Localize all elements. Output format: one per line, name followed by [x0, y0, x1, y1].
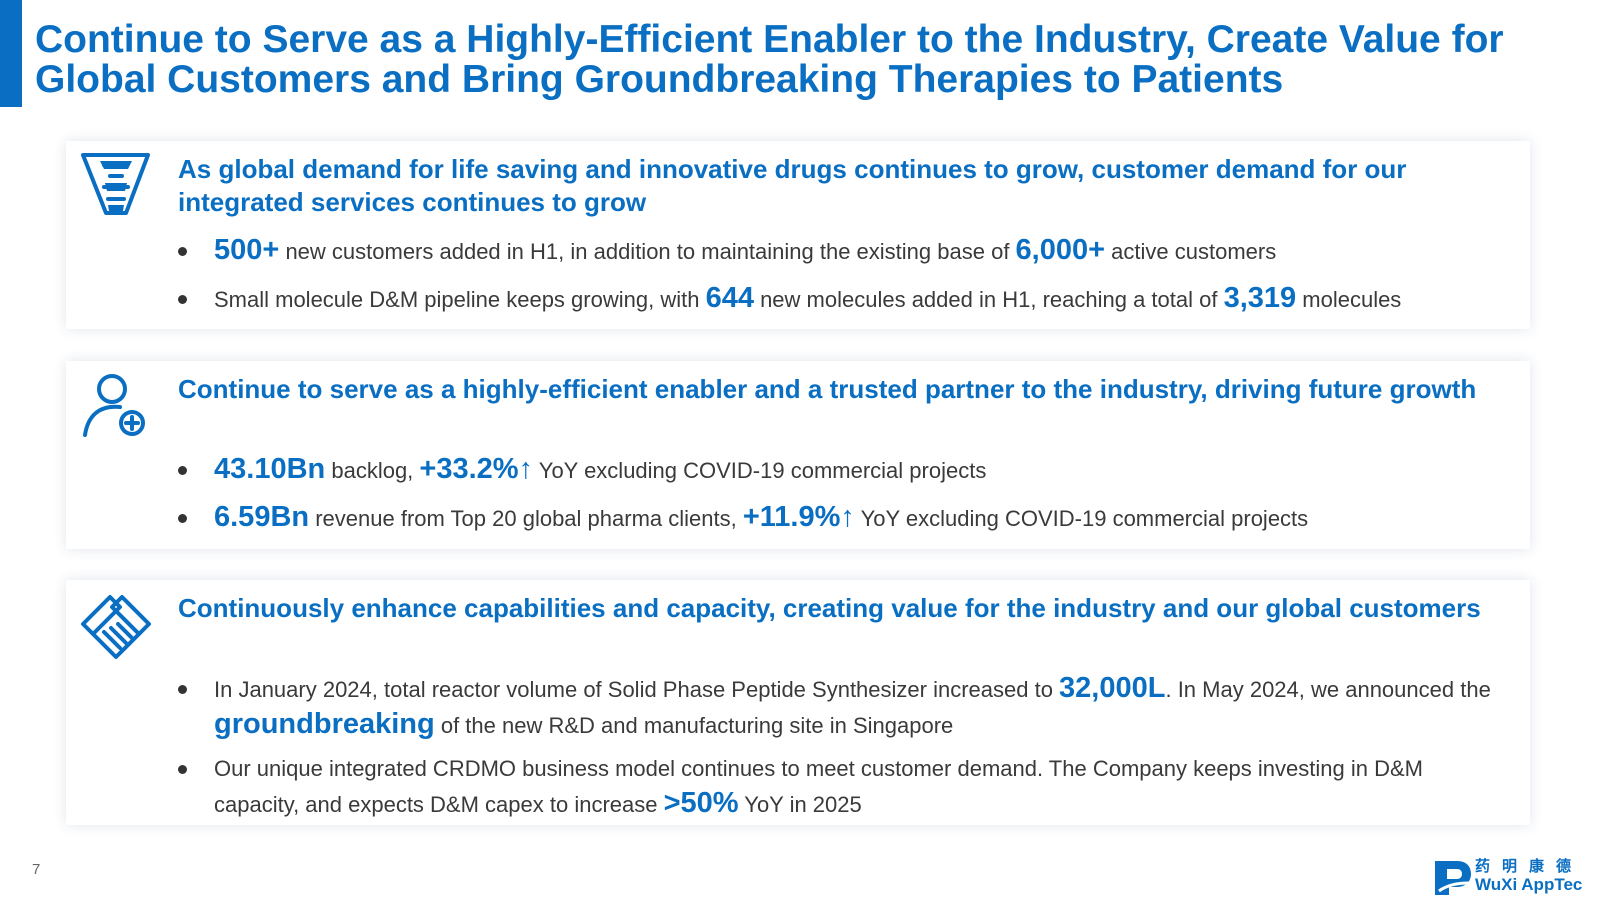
bullet-text: YoY in 2025 [738, 792, 862, 817]
highlight-value: +11.9%↑ [742, 501, 855, 533]
bullet-text: YoY excluding COVID-19 commercial projec… [854, 506, 1309, 531]
card-heading: As global demand for life saving and inn… [178, 154, 1407, 217]
page-number: 7 [32, 861, 41, 878]
bullet-text: new molecules added in H1, reaching a to… [753, 287, 1224, 312]
bullet-item: Small molecule D&M pipeline keeps growin… [178, 281, 1508, 317]
bullet-item: In January 2024, total reactor volume of… [178, 671, 1508, 743]
bullet-text: revenue from Top 20 global pharma client… [309, 506, 743, 531]
bullet-list: 500+ new customers added in H1, in addit… [178, 233, 1508, 329]
bullet-list: In January 2024, total reactor volume of… [178, 671, 1508, 830]
bullet-text: molecules [1296, 287, 1402, 312]
logo-mark-icon [1435, 861, 1471, 895]
trusted-partner-card: Continue to serve as a highly-efficient … [66, 361, 1530, 549]
wuxi-apptec-logo: 药明康德 WuXi AppTec [1433, 855, 1583, 897]
bullet-item: 6.59Bn revenue from Top 20 global pharma… [178, 500, 1508, 536]
customer-demand-card: As global demand for life saving and inn… [66, 141, 1530, 329]
bullet-item: 43.10Bn backlog, +33.2%↑ YoY excluding C… [178, 452, 1508, 488]
logo-english-text: WuXi AppTec [1475, 875, 1583, 894]
highlight-value: 3,319 [1223, 282, 1297, 314]
page-title-line-2: Global Customers and Bring Groundbreakin… [35, 58, 1284, 101]
bullet-text: In January 2024, total reactor volume of… [214, 677, 1060, 702]
page-title: Continue to Serve as a Highly-Efficient … [35, 20, 1575, 100]
capabilities-card: Continuously enhance capabilities and ca… [66, 580, 1530, 825]
card-heading: Continuously enhance capabilities and ca… [178, 593, 1481, 623]
logo-chinese-text: 药明康德 [1475, 857, 1584, 875]
title-accent-bar [0, 0, 22, 107]
highlight-value: groundbreaking [214, 708, 435, 740]
bullet-text: Our unique integrated CRDMO business mod… [214, 756, 1423, 817]
highlight-value: 43.10Bn [214, 453, 326, 485]
bullet-text: backlog, [325, 458, 420, 483]
user-plus-icon [80, 369, 152, 441]
highlight-value: 500+ [214, 234, 280, 266]
bullet-text: new customers added in H1, in addition t… [279, 239, 1016, 264]
highlight-value: 644 [705, 282, 754, 314]
highlight-value: +33.2%↑ [419, 453, 534, 485]
card-heading: Continue to serve as a highly-efficient … [178, 374, 1477, 404]
bullet-text: Small molecule D&M pipeline keeps growin… [214, 287, 706, 312]
handshake-icon [80, 588, 152, 660]
bullet-list: 43.10Bn backlog, +33.2%↑ YoY excluding C… [178, 452, 1508, 548]
page-title-line-1: Continue to Serve as a Highly-Efficient … [35, 18, 1504, 61]
highlight-value: 6,000+ [1015, 234, 1106, 266]
bullet-text: of the new R&D and manufacturing site in… [434, 713, 954, 738]
bullet-text: YoY excluding COVID-19 commercial projec… [533, 458, 987, 483]
bullet-item: Our unique integrated CRDMO business mod… [178, 751, 1508, 822]
highlight-value: 32,000L [1059, 672, 1166, 704]
highlight-value: 6.59Bn [214, 501, 310, 533]
highlight-value: >50% [663, 787, 739, 819]
bullet-text: active customers [1105, 239, 1277, 264]
bullet-item: 500+ new customers added in H1, in addit… [178, 233, 1508, 269]
funnel-icon [80, 149, 152, 221]
bullet-text: . In May 2024, we announced the [1165, 677, 1491, 702]
